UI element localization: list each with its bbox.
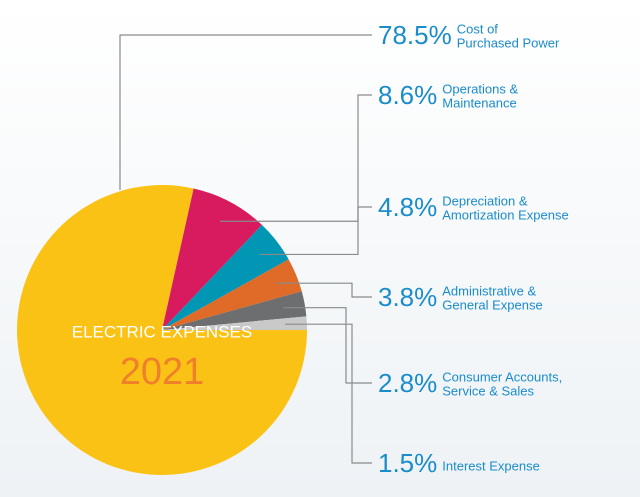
pie-slice xyxy=(162,291,307,330)
category-label: Administrative & xyxy=(442,283,536,298)
value-label: 3.8% xyxy=(378,282,437,312)
leader-line xyxy=(285,323,372,464)
value-label: 2.8% xyxy=(378,368,437,398)
pie-slice xyxy=(162,316,307,330)
leader-line xyxy=(276,282,372,298)
category-label: Interest Expense xyxy=(442,458,540,473)
chart-title: ELECTRIC EXPENSES xyxy=(72,322,252,341)
leader-line xyxy=(283,307,372,384)
value-label: 78.5% xyxy=(378,20,452,50)
leader-line xyxy=(259,206,372,256)
value-label: 4.8% xyxy=(378,192,437,222)
category-label: Consumer Accounts, xyxy=(442,369,562,384)
pie-slice xyxy=(162,259,302,330)
category-label: Maintenance xyxy=(442,95,516,110)
category-label: Cost of xyxy=(457,21,499,36)
category-label: Amortization Expense xyxy=(442,207,568,222)
leader-line xyxy=(220,94,372,222)
category-label: Service & Sales xyxy=(442,383,534,398)
category-label: Operations & xyxy=(442,81,518,96)
category-label: Purchased Power xyxy=(457,35,560,50)
chart-subtitle: 2021 xyxy=(120,351,205,393)
pie-slice xyxy=(162,224,289,330)
category-label: General Expense xyxy=(442,297,542,312)
pie-slice xyxy=(162,188,262,330)
leader-line xyxy=(119,34,372,190)
pie xyxy=(16,185,307,476)
category-label: Depreciation & xyxy=(442,193,528,208)
value-label: 8.6% xyxy=(378,80,437,110)
value-label: 1.5% xyxy=(378,448,437,478)
